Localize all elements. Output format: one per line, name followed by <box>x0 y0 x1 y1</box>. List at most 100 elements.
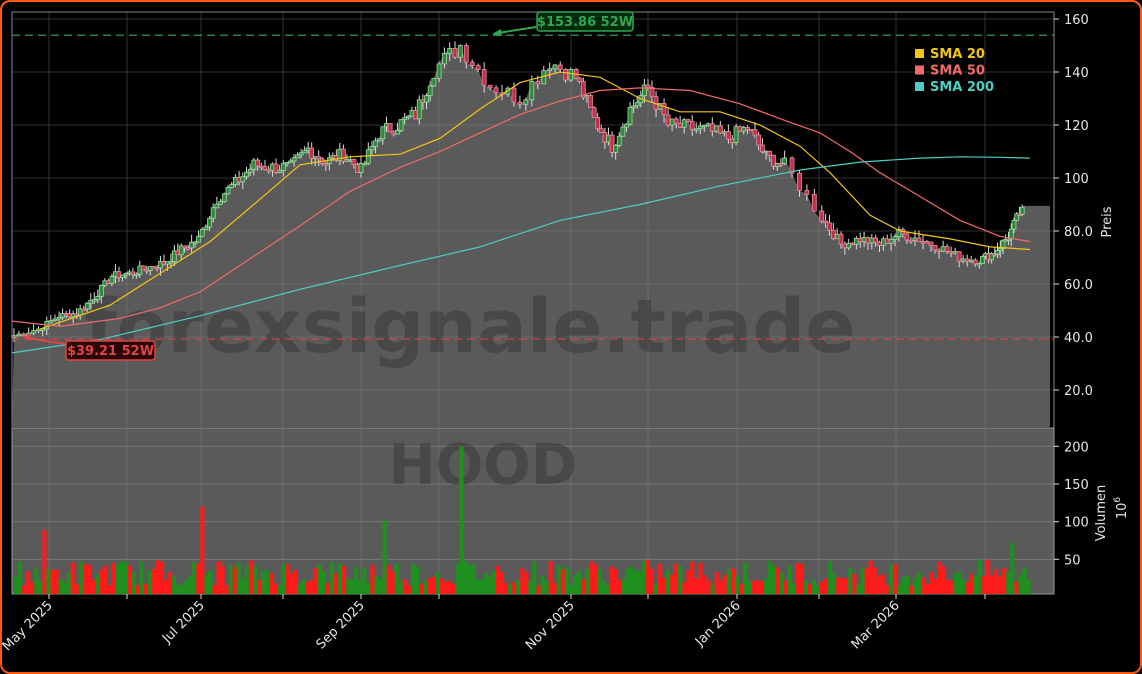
volume-tick-label: 100 <box>1064 516 1089 531</box>
candle-body <box>358 162 364 173</box>
candle-body <box>861 237 867 243</box>
volume-bar <box>143 583 148 594</box>
legend-label: SMA 20 <box>930 47 985 62</box>
volume-bar <box>702 575 707 594</box>
candle-body <box>717 125 723 134</box>
volume-bar <box>86 564 91 594</box>
candle-body <box>40 328 46 331</box>
volume-bar <box>107 585 112 594</box>
volume-bar <box>520 568 525 594</box>
volume-bar <box>905 575 910 594</box>
candle-body <box>210 207 216 219</box>
x-tick-label: Nov 2025 <box>523 598 578 653</box>
x-tick-label: Mar 2026 <box>849 598 903 652</box>
volume-bar <box>103 565 108 594</box>
volume-bar <box>593 564 598 594</box>
volume-bar <box>994 569 999 594</box>
candle-body <box>291 157 297 162</box>
candle-body <box>741 126 747 132</box>
volume-bar <box>78 561 83 594</box>
volume-bar <box>763 578 768 594</box>
volume-bar <box>981 576 987 594</box>
candle-body <box>995 250 1000 255</box>
price-tick-label: 80.0 <box>1064 225 1093 240</box>
volume-bar <box>589 561 594 594</box>
candle-body <box>877 241 882 246</box>
candle-body <box>697 125 703 130</box>
volume-bar <box>755 580 760 594</box>
volume-bar <box>471 563 476 594</box>
volume-bar <box>483 573 488 594</box>
candle-body <box>892 236 898 240</box>
candle-body <box>613 144 619 153</box>
volume-bar <box>248 560 253 594</box>
candle-body <box>229 184 235 188</box>
candle-body <box>523 99 529 105</box>
candle-body <box>904 233 910 241</box>
ticker-watermark: HOOD <box>389 433 578 498</box>
volume-bar <box>1022 567 1027 594</box>
candle-body <box>609 134 615 153</box>
annotations: $153.86 52W $39.21 52W <box>22 11 634 361</box>
candle-body <box>737 126 743 132</box>
candle-body <box>819 210 825 222</box>
low-52w-label: $39.21 52W <box>67 344 154 359</box>
candle-body <box>351 158 357 165</box>
candle-body <box>288 160 293 163</box>
volume-bar <box>228 565 233 594</box>
volume-bar <box>730 568 735 594</box>
volume-bar <box>192 561 197 594</box>
candle-body <box>168 260 174 264</box>
grid-lines <box>12 12 1054 594</box>
volume-bar <box>131 572 136 594</box>
candle-body <box>405 115 411 118</box>
volume-bar <box>463 560 468 594</box>
volume-bar <box>244 566 249 594</box>
volume-bar <box>937 561 942 594</box>
volume-bar <box>269 573 274 594</box>
candle-body <box>689 121 695 130</box>
price-tick-label: 60.0 <box>1064 278 1093 293</box>
volume-bar <box>451 584 456 594</box>
high-52w-arrowhead <box>492 29 502 36</box>
candle-body <box>563 68 568 81</box>
volume-bar <box>722 574 727 594</box>
candle-body <box>16 333 22 337</box>
candle-body <box>298 152 304 156</box>
candle-body <box>685 119 691 122</box>
legend-label: SMA 50 <box>930 64 985 79</box>
volume-bar <box>350 578 355 594</box>
volume-bar <box>414 567 420 594</box>
volume-bar <box>293 569 298 594</box>
volume-bar <box>62 582 67 594</box>
candle-body <box>634 102 640 107</box>
candle-body <box>340 148 346 162</box>
candle-body <box>295 154 300 159</box>
volume-bar <box>74 583 79 594</box>
volume-bar <box>929 572 934 594</box>
volume-bar <box>653 582 658 594</box>
candle-body <box>645 84 651 88</box>
volume-bar <box>508 584 513 594</box>
volume-bar <box>621 578 626 594</box>
candlesticks <box>11 41 1025 343</box>
volume-bar <box>832 573 837 594</box>
candle-body <box>398 119 404 131</box>
candle-body <box>620 126 626 137</box>
volume-bar <box>382 519 387 594</box>
candle-body <box>436 63 442 79</box>
volume-bar <box>504 582 509 594</box>
candle-body <box>624 123 629 128</box>
price-tick-label: 120 <box>1064 119 1089 134</box>
volume-bar <box>423 580 428 594</box>
volume-bar <box>22 585 27 594</box>
candle-body <box>557 64 563 70</box>
candle-body <box>517 101 523 105</box>
candle-body <box>673 118 679 124</box>
volume-bar <box>884 584 889 594</box>
candle-body <box>309 147 315 159</box>
candle-body <box>199 228 205 237</box>
volume-bar <box>374 575 379 594</box>
volume-bars <box>14 446 1031 594</box>
volume-bar <box>358 579 363 594</box>
